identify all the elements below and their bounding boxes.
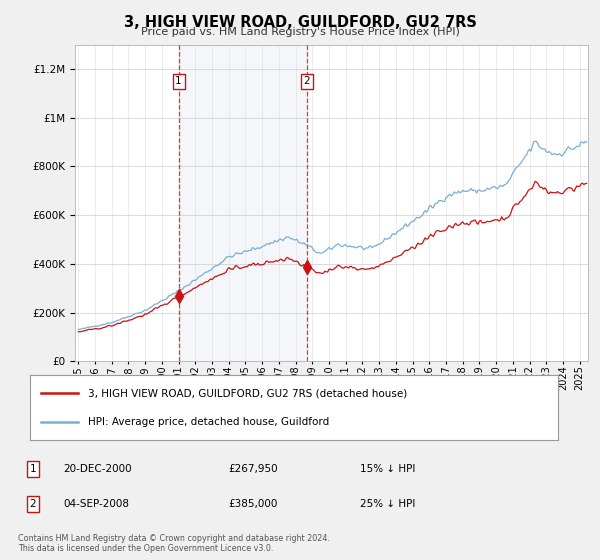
Text: 1: 1 — [175, 76, 182, 86]
Text: Contains HM Land Registry data © Crown copyright and database right 2024.
This d: Contains HM Land Registry data © Crown c… — [18, 534, 330, 553]
Text: £267,950: £267,950 — [228, 464, 278, 474]
Text: HPI: Average price, detached house, Guildford: HPI: Average price, detached house, Guil… — [88, 417, 329, 427]
Text: 20-DEC-2000: 20-DEC-2000 — [63, 464, 131, 474]
Text: 2: 2 — [304, 76, 310, 86]
Text: £385,000: £385,000 — [228, 499, 277, 509]
Text: 25% ↓ HPI: 25% ↓ HPI — [360, 499, 415, 509]
Bar — [179, 45, 307, 361]
Text: 3, HIGH VIEW ROAD, GUILDFORD, GU2 7RS: 3, HIGH VIEW ROAD, GUILDFORD, GU2 7RS — [124, 15, 476, 30]
Text: 2: 2 — [29, 499, 37, 509]
Text: 04-SEP-2008: 04-SEP-2008 — [63, 499, 129, 509]
Text: 3, HIGH VIEW ROAD, GUILDFORD, GU2 7RS (detached house): 3, HIGH VIEW ROAD, GUILDFORD, GU2 7RS (d… — [88, 388, 407, 398]
Text: 15% ↓ HPI: 15% ↓ HPI — [360, 464, 415, 474]
Text: 1: 1 — [29, 464, 37, 474]
Text: Price paid vs. HM Land Registry's House Price Index (HPI): Price paid vs. HM Land Registry's House … — [140, 27, 460, 37]
